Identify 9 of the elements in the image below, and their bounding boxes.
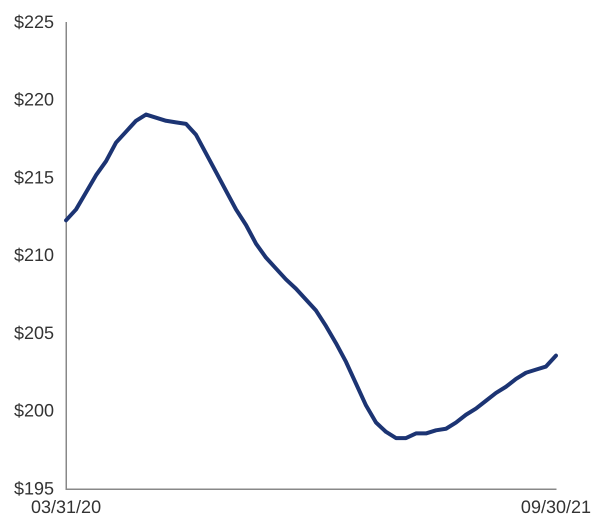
y-tick-label: $195 <box>14 478 54 498</box>
y-tick-label: $200 <box>14 400 54 421</box>
y-tick-label: $225 <box>14 12 54 32</box>
x-tick-label: 03/31/20 <box>31 497 102 518</box>
y-tick-label: $205 <box>14 322 54 343</box>
y-tick-label: $215 <box>14 167 54 188</box>
x-tick-label: 09/30/21 <box>520 497 592 518</box>
y-tick-label: $210 <box>14 245 54 266</box>
y-tick-label: $220 <box>14 90 54 110</box>
